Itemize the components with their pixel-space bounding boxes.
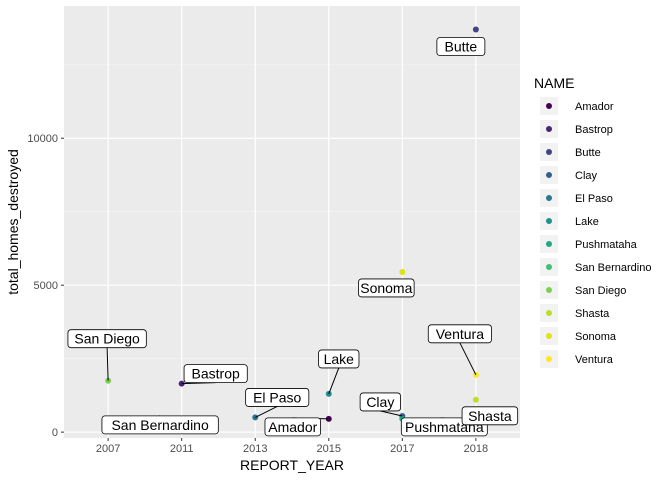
- x-axis-title: REPORT_YEAR: [240, 457, 344, 473]
- legend-label: Amador: [575, 101, 614, 113]
- legend-label: El Paso: [575, 193, 613, 205]
- point-label: Ventura: [436, 326, 484, 342]
- point-label: San Diego: [74, 331, 140, 347]
- point-label-box: [264, 417, 321, 437]
- legend-key: [546, 195, 552, 201]
- legend-key: [546, 126, 552, 132]
- legend-key: [546, 310, 552, 316]
- legend-key: [546, 218, 552, 224]
- y-axis-title: total_homes_destroyed: [5, 149, 21, 295]
- plot-panel: [64, 6, 520, 438]
- x-tick-label: 2015: [317, 443, 341, 455]
- legend-key: [546, 172, 552, 178]
- label-leader-line: [380, 410, 403, 417]
- legend-key: [546, 287, 552, 293]
- point-label: Sonoma: [360, 280, 412, 296]
- label-leader-line: [459, 342, 477, 376]
- data-point: [472, 26, 479, 33]
- point-label-box: [318, 349, 360, 369]
- point-label: Amador: [268, 419, 317, 435]
- point-label-box: [359, 392, 401, 412]
- legend-label: Bastrop: [575, 124, 613, 136]
- label-leader-line: [328, 367, 340, 395]
- x-tick-label: 2007: [96, 443, 120, 455]
- y-tick-label: 0: [52, 427, 58, 439]
- legend-key: [546, 149, 552, 155]
- point-label: San Bernardino: [111, 417, 209, 433]
- point-label-box: [101, 415, 219, 435]
- legend-label: Sonoma: [575, 331, 617, 343]
- legend-label: Pushmataha: [575, 239, 638, 251]
- legend-key: [546, 264, 552, 270]
- point-label-box: [461, 406, 519, 426]
- data-point: [399, 268, 406, 275]
- point-label-box: [358, 278, 415, 298]
- x-tick-label: 2011: [170, 443, 194, 455]
- point-label: Butte: [445, 39, 478, 55]
- point-label: Bastrop: [192, 366, 240, 382]
- x-axis-ticks: 2007 2011 2013 2015 2017 2018: [96, 438, 488, 455]
- label-leader-line: [255, 405, 278, 418]
- point-label: Lake: [324, 351, 355, 367]
- point-label-box: [183, 364, 248, 384]
- legend-key: [546, 333, 552, 339]
- point-label-box: [245, 388, 310, 407]
- legend-label: Lake: [575, 216, 599, 228]
- x-tick-label: 2018: [464, 443, 488, 455]
- legend-label: Shasta: [575, 308, 610, 320]
- data-point: [472, 396, 479, 403]
- legend-title: NAME: [534, 75, 574, 91]
- legend-key: [546, 356, 552, 362]
- point-label-box: [67, 329, 147, 349]
- legend-label: Butte: [575, 147, 601, 159]
- y-tick-label: 5000: [34, 280, 58, 292]
- y-axis-ticks: 0 5000 10000: [27, 133, 64, 439]
- point-label: Shasta: [468, 408, 512, 424]
- point-label: El Paso: [253, 389, 301, 405]
- legend-key: [546, 103, 552, 109]
- legend-label: Ventura: [575, 354, 614, 366]
- x-tick-label: 2017: [390, 443, 414, 455]
- legend: Amador Bastrop Butte Clay El Paso Lake Pushmat…: [540, 97, 651, 368]
- point-label-box: [436, 37, 486, 56]
- point-label: Clay: [366, 394, 394, 410]
- point-label-box: [427, 324, 492, 344]
- y-tick-label: 10000: [27, 133, 58, 145]
- minor-gridlines: [64, 64, 520, 359]
- legend-label: Clay: [575, 170, 598, 182]
- x-tick-label: 2013: [243, 443, 267, 455]
- legend-label: San Bernardino: [575, 262, 651, 274]
- label-leader-line: [106, 347, 109, 381]
- legend-label: San Diego: [575, 285, 626, 297]
- legend-key: [546, 241, 552, 247]
